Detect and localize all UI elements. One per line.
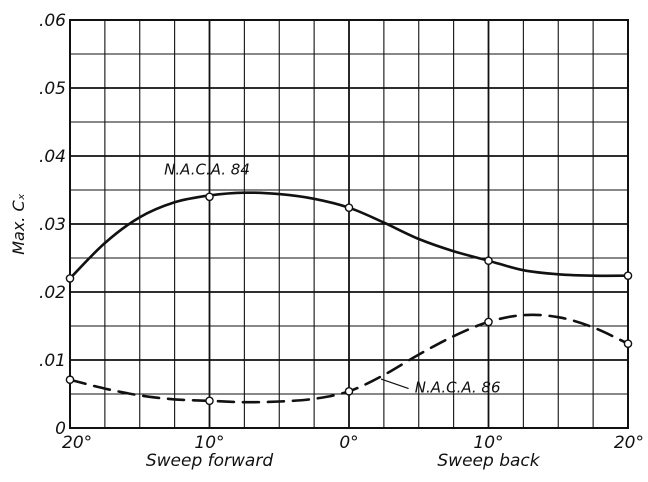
plot-frame <box>69 19 629 429</box>
x-group-label-forward: Sweep forward <box>146 451 273 471</box>
data-point <box>344 203 354 212</box>
y-tick-label: .01 <box>39 351 66 371</box>
x-group-label-back: Sweep back <box>437 451 540 471</box>
data-point <box>205 192 214 202</box>
y-tick-label: .02 <box>39 283 66 303</box>
chart-text: 0 .01 .02 .03 .04 .05 .06 20° 10° 0° 10° 20° Sweep f… <box>9 11 644 471</box>
data-point <box>65 375 75 385</box>
data-point <box>205 396 214 406</box>
chart-grid <box>69 19 629 429</box>
y-tick-label: .04 <box>39 147 66 167</box>
x-tick-label: 0° <box>339 433 358 453</box>
series-label-84: N.A.C.A. 84 <box>164 160 250 178</box>
annotation-leader <box>380 378 409 390</box>
x-tick-label: 20° <box>62 433 92 453</box>
y-tick-label: .03 <box>39 215 66 235</box>
data-point <box>484 317 493 327</box>
x-tick-label: 20° <box>614 433 644 453</box>
data-point <box>484 256 493 266</box>
x-tick-label: 10° <box>473 433 503 453</box>
y-axis-title: Max. Cₓ <box>9 193 28 255</box>
chart-markers <box>65 192 633 406</box>
y-tick-label: 0 <box>55 419 66 439</box>
data-point <box>623 271 633 280</box>
data-point <box>344 386 354 396</box>
data-point <box>623 339 633 348</box>
series-label-86: N.A.C.A. 86 <box>415 379 501 397</box>
data-point <box>65 274 75 283</box>
y-tick-label: .06 <box>39 11 66 31</box>
x-tick-label: 10° <box>194 433 224 453</box>
y-tick-label: .05 <box>39 79 66 99</box>
